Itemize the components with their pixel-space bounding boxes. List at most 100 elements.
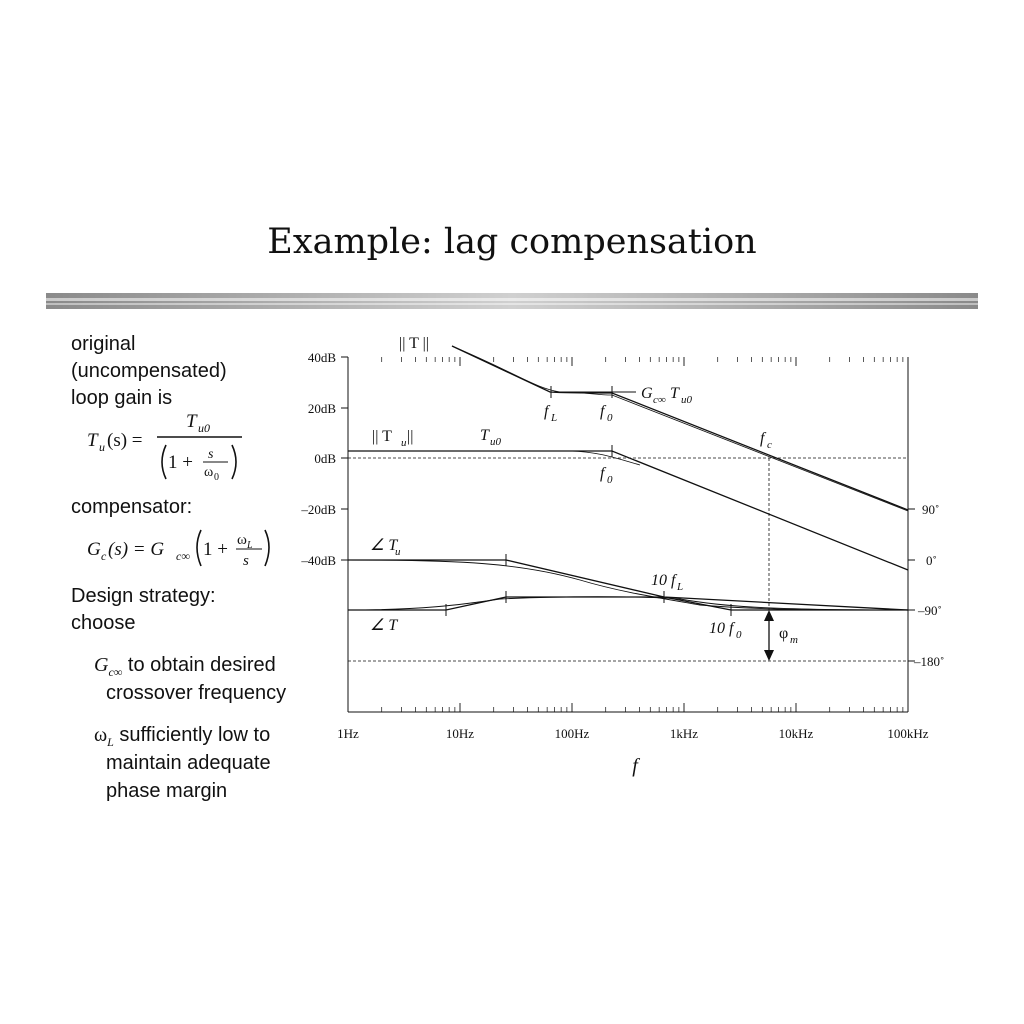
label-gc-tu0: G c∞ T u0 xyxy=(641,385,693,406)
label-fc: f c xyxy=(760,430,772,451)
label-angle-t: ∠ T xyxy=(370,617,398,634)
phase-margin-arrow xyxy=(764,610,774,661)
design-strategy-text: Design strategy: choose xyxy=(71,585,216,634)
eq-gc-inf: c∞ xyxy=(176,549,190,563)
label-fl: f L xyxy=(544,403,557,424)
label-fc-sub: c xyxy=(767,439,772,451)
bullet-omega-line2: maintain adequate xyxy=(106,752,271,774)
label-tu-mag-sub: u xyxy=(401,437,407,449)
bullet-omega-subscript: L xyxy=(107,735,114,749)
label-f0-top-f: f xyxy=(600,403,607,420)
mag-label-20: 20dB xyxy=(308,401,337,416)
eq-gc-g: G xyxy=(87,539,101,560)
eq-tu-t: T xyxy=(87,430,99,451)
freq-label-100hz: 100Hz xyxy=(555,726,590,741)
label-10fl-text: 10 f xyxy=(651,572,678,589)
mag-label-0: 0dB xyxy=(314,451,336,466)
freq-label-1khz: 1kHz xyxy=(670,726,698,741)
label-phim: φ xyxy=(779,625,788,642)
label-phim-sub: m xyxy=(790,634,798,646)
label-phase-margin: φ m xyxy=(779,625,798,646)
freq-label-1hz: 1Hz xyxy=(337,726,359,741)
eq-tu-one-plus: 1 + xyxy=(168,452,193,473)
mag-label-m20: –20dB xyxy=(300,502,336,517)
bullet-gc-symbol: G xyxy=(94,654,109,676)
eq-tu-omega0: ω xyxy=(204,465,213,480)
label-angle-tu: ∠ T u xyxy=(370,537,401,558)
mag-label-m40: –40dB xyxy=(300,553,336,568)
label-10fl-sub: L xyxy=(676,581,683,593)
compensator-label: compensator: xyxy=(71,496,193,518)
label-angle-tu-text: ∠ T xyxy=(370,537,398,554)
phase-label-0: 0˚ xyxy=(926,553,937,568)
tu-equation: T u (s) = T u0 1 + s ω 0 xyxy=(87,411,242,483)
eq-tu-s: s xyxy=(208,447,214,462)
label-tu0: T u0 xyxy=(480,427,502,448)
label-tu-mag-end: || xyxy=(407,428,413,445)
angle-t-asymptote xyxy=(348,596,908,611)
compensated-magnitude-curve xyxy=(451,345,909,511)
label-10f0-text: 10 f xyxy=(709,620,736,637)
bullet-omega-l: ωL sufficiently low to xyxy=(94,722,270,756)
x-axis-label: f xyxy=(632,755,640,777)
label-fl-sub: L xyxy=(550,412,557,424)
label-f0-top-sub: 0 xyxy=(607,412,613,424)
label-10f0: 10 f 0 xyxy=(709,620,742,641)
eq-gc-one-plus: 1 + xyxy=(203,539,228,560)
label-tu-magnitude: || T u || xyxy=(372,428,413,449)
eq-gc-omegal: ω xyxy=(237,532,247,548)
label-fl-f: f xyxy=(544,403,551,420)
label-f0-mid-f: f xyxy=(600,465,607,482)
label-gc: G xyxy=(641,385,653,402)
eq-gc-left-paren xyxy=(196,529,202,567)
bullet-gc-subscript: c∞ xyxy=(108,665,123,679)
label-10f0-sub: 0 xyxy=(736,629,742,641)
eq-tu0: T xyxy=(186,411,198,432)
label-angle-tu-sub: u xyxy=(395,546,401,558)
label-tu-mag-start: || T xyxy=(372,428,392,445)
original-loop-gain-text: original (uncompensated) loop gain is xyxy=(71,333,227,409)
label-f0-mid-sub: 0 xyxy=(607,474,613,486)
compensated-magnitude-exact xyxy=(451,345,909,512)
slide-title: Example: lag compensation xyxy=(267,222,757,262)
label-tu0-t: T xyxy=(480,427,490,444)
freq-label-100khz: 100kHz xyxy=(887,726,928,741)
label-f0-top: f 0 xyxy=(600,403,613,424)
eq-tu0-sub: u0 xyxy=(198,421,210,435)
eq-tu-right-paren xyxy=(231,444,237,480)
eq-gc-s: s xyxy=(243,553,249,569)
bullet-omega-text: sufficiently low to xyxy=(113,724,271,746)
bullet-omega-line3: phase margin xyxy=(106,780,228,802)
eq-gc-sub: c xyxy=(101,549,107,563)
label-gc-t: T xyxy=(670,385,680,402)
label-fc-f: f xyxy=(760,430,767,447)
eq-gc-arg: (s) = G xyxy=(108,539,164,560)
bullet-omega-symbol: ω xyxy=(94,724,108,746)
eq-tu-arg: (s) = xyxy=(107,430,143,451)
label-gc-sub: c∞ xyxy=(653,394,666,406)
bullet-gc-inf: Gc∞ to obtain desired xyxy=(94,652,276,686)
mag-label-40: 40dB xyxy=(308,350,337,365)
eq-gc-omegal-sub: L xyxy=(246,540,253,551)
eq-tu-left-paren xyxy=(161,444,167,480)
phase-label-m90: –90˚ xyxy=(917,603,942,618)
eq-gc-right-paren xyxy=(264,529,270,567)
gc-equation: G c (s) = G c∞ 1 + ω L s xyxy=(87,529,270,569)
label-f0-mid: f 0 xyxy=(600,465,613,486)
freq-label-10hz: 10Hz xyxy=(446,726,474,741)
angle-tu-curve xyxy=(347,559,909,611)
angle-t-curve xyxy=(347,596,909,611)
label-10fl: 10 f L xyxy=(651,572,683,593)
label-tu0-sub: u0 xyxy=(490,436,502,448)
phase-label-m180: –180˚ xyxy=(913,654,944,669)
title-divider xyxy=(46,293,978,309)
phase-label-90: 90˚ xyxy=(922,502,939,517)
angle-tu-asymptote xyxy=(348,559,909,611)
freq-label-10khz: 10kHz xyxy=(779,726,814,741)
bullet-gc-text: to obtain desired xyxy=(122,654,276,676)
uncompensated-magnitude-curve xyxy=(348,450,909,571)
eq-tu-omega0-sub: 0 xyxy=(214,472,219,483)
label-gc-t-sub: u0 xyxy=(681,394,693,406)
eq-tu-sub: u xyxy=(99,440,105,454)
